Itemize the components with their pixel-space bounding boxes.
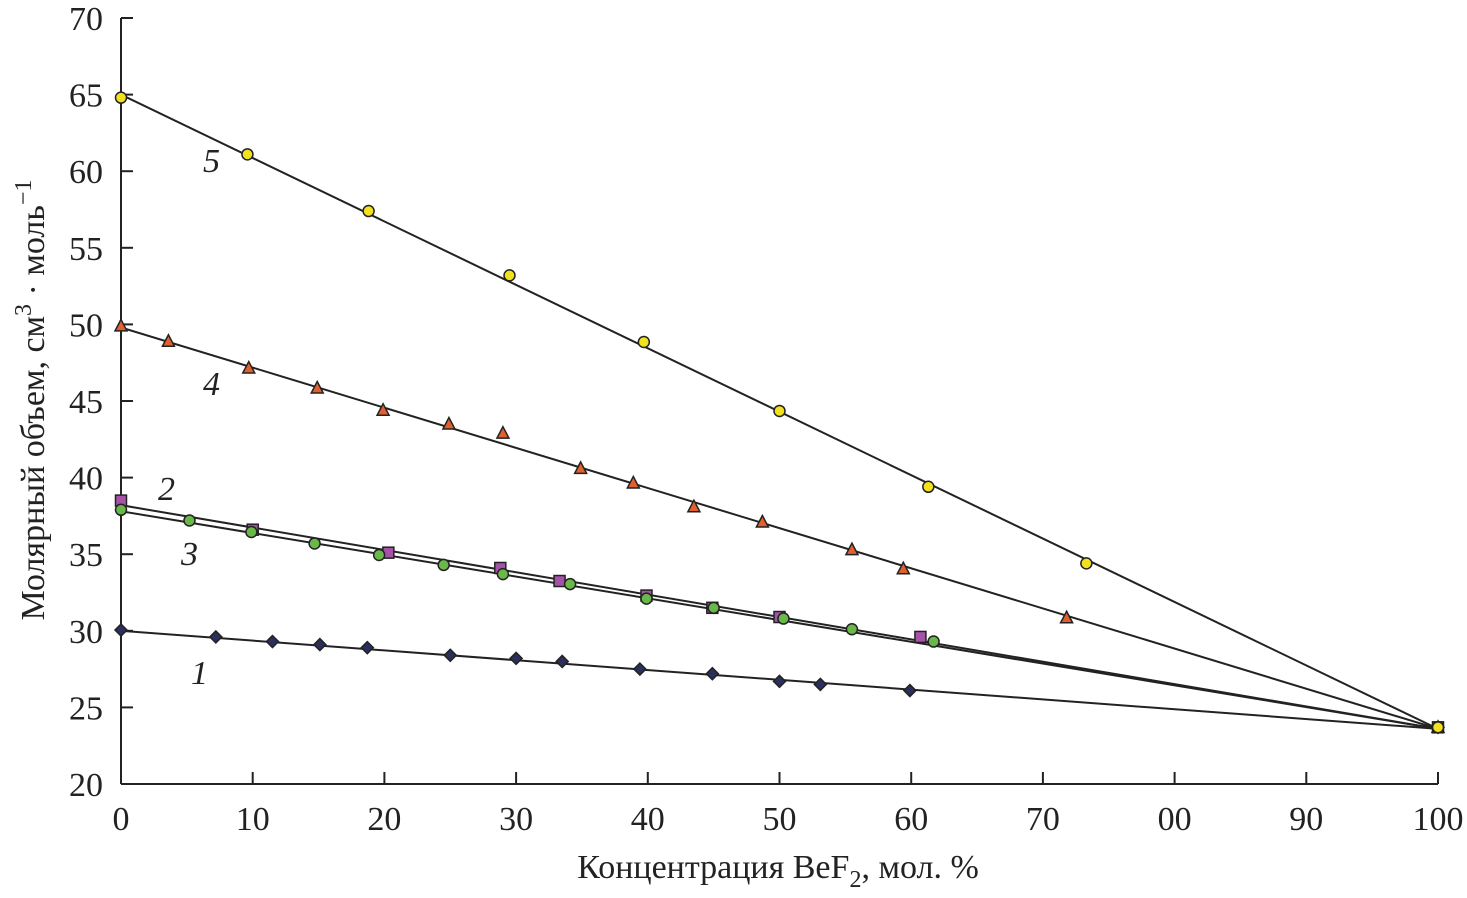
point — [845, 623, 859, 636]
y-tick-label: 65 — [69, 78, 103, 115]
point — [437, 558, 450, 572]
point — [360, 640, 375, 655]
series-label: 5 — [203, 143, 220, 180]
y-label-part: Молярный объем, см — [15, 316, 52, 621]
y-label-part: · моль — [15, 205, 52, 304]
x-label-part: Концентрация BeF — [577, 849, 849, 886]
point — [637, 335, 651, 349]
series-label: 4 — [203, 366, 220, 403]
y-axis-label: Молярный объем, см3 · моль−1 — [11, 180, 52, 621]
y-label-sup: 3 — [11, 304, 37, 316]
x-axis-label: Концентрация BeF2, мол. % — [577, 849, 979, 893]
x-tick-label: 30 — [499, 801, 533, 838]
x-tick-label: 20 — [367, 801, 401, 838]
point — [563, 577, 577, 591]
point — [896, 560, 911, 575]
point — [208, 629, 223, 644]
x-tick-label: 70 — [1026, 801, 1060, 838]
y-tick-label: 70 — [69, 1, 103, 38]
point — [813, 677, 828, 692]
x-tick-label: 90 — [1289, 801, 1323, 838]
y-tick-label: 35 — [69, 537, 103, 574]
point — [443, 648, 458, 663]
point — [309, 379, 325, 394]
point — [362, 204, 375, 218]
point — [914, 630, 927, 644]
point — [113, 622, 129, 638]
point — [555, 654, 570, 669]
point — [441, 415, 457, 430]
y-tick-label: 20 — [69, 767, 103, 804]
point — [772, 674, 787, 689]
point — [114, 91, 128, 104]
point — [1431, 721, 1445, 734]
y-tick-label: 50 — [69, 307, 103, 344]
point — [375, 402, 391, 416]
point — [495, 425, 511, 439]
point — [241, 359, 256, 374]
fit-line — [120, 326, 1439, 730]
x-tick-label: 50 — [763, 801, 797, 838]
point — [844, 541, 860, 556]
x-tick-label: 100 — [1413, 801, 1464, 838]
x-tick-label: 60 — [894, 801, 928, 838]
point — [755, 513, 770, 528]
point — [114, 503, 128, 517]
point — [241, 148, 254, 161]
point — [640, 592, 653, 605]
point — [113, 317, 129, 332]
point — [245, 525, 258, 539]
y-tick-label: 30 — [69, 614, 103, 651]
x-tick-label: 00 — [1158, 801, 1192, 838]
series-label: 2 — [158, 471, 175, 508]
x-tick-label: 10 — [236, 801, 270, 838]
x-label-part: , мол. % — [861, 849, 978, 886]
x-label-sub: 2 — [849, 867, 861, 893]
series-label: 3 — [180, 536, 198, 573]
point — [1080, 557, 1093, 570]
point — [573, 460, 588, 475]
point — [705, 666, 720, 681]
point — [372, 548, 386, 562]
point — [553, 574, 566, 588]
y-tick-label: 45 — [69, 384, 103, 421]
y-tick-label: 60 — [69, 154, 103, 191]
point — [183, 514, 196, 527]
point — [922, 480, 935, 494]
point — [1059, 609, 1074, 624]
point — [927, 635, 940, 648]
series-label: 1 — [191, 655, 208, 692]
point — [308, 537, 321, 550]
point — [161, 333, 176, 348]
point — [626, 474, 641, 489]
x-tick-label: 0 — [113, 801, 130, 838]
point — [902, 683, 917, 698]
y-label-sup: −1 — [11, 180, 37, 206]
y-tick-label: 40 — [69, 461, 103, 498]
point — [686, 498, 702, 513]
point — [496, 567, 510, 581]
point — [509, 651, 524, 666]
point — [503, 269, 516, 282]
point — [777, 612, 790, 625]
point — [265, 634, 280, 649]
point — [312, 637, 327, 652]
point — [632, 662, 647, 677]
point — [773, 404, 786, 418]
x-tick-label: 40 — [631, 801, 665, 838]
y-tick-label: 25 — [69, 690, 103, 727]
y-tick-label: 55 — [69, 231, 103, 268]
point — [707, 601, 720, 615]
